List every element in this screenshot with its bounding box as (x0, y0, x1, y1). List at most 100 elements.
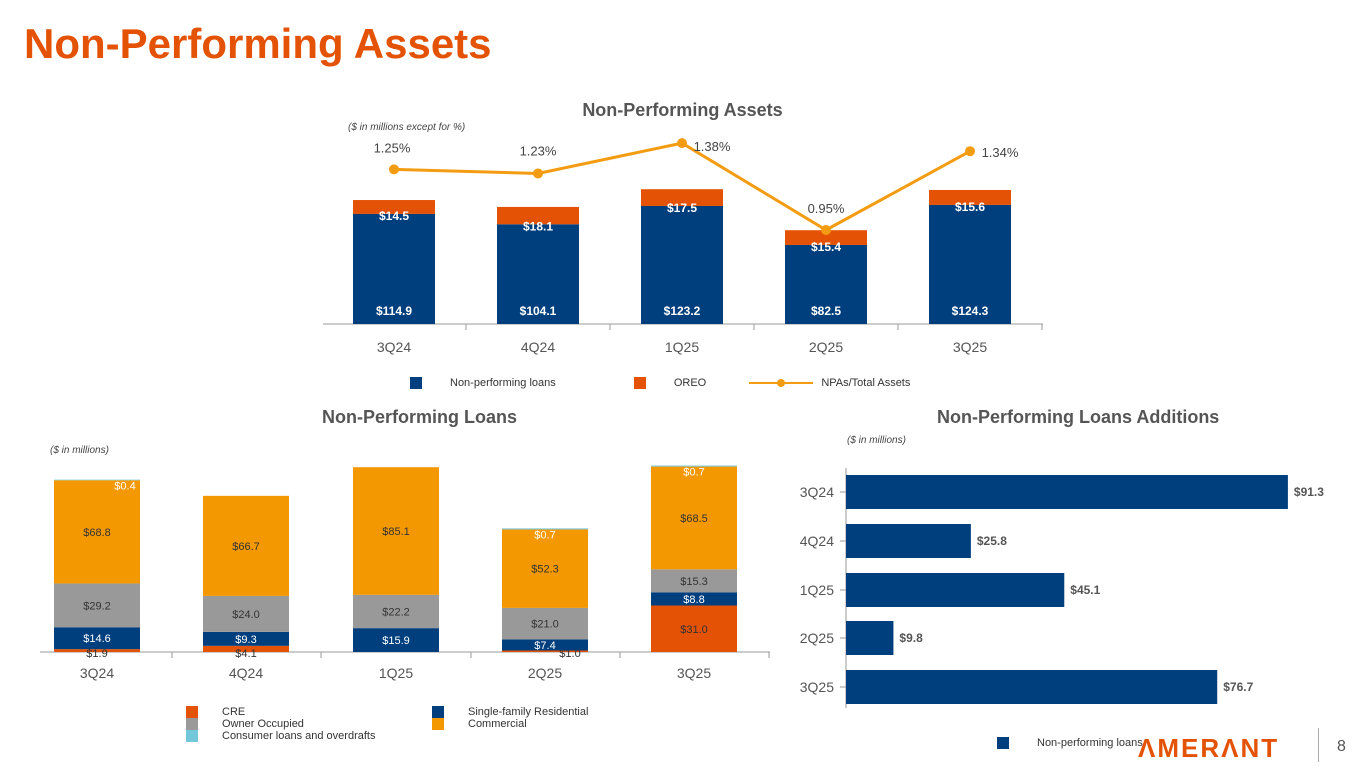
additions-legend: Non-performing loans (997, 737, 1143, 750)
additions-y-tick-label: 3Q25 (800, 679, 834, 695)
additions-data-label: $45.1 (1070, 583, 1100, 597)
npa-label-npl: $124.3 (952, 304, 989, 318)
npl-data-label: $24.0 (232, 609, 260, 621)
additions-y-tick-label: 2Q25 (800, 630, 834, 646)
additions-data-label: $91.3 (1294, 485, 1324, 499)
npa-label-oreo: $14.5 (379, 209, 409, 223)
npl-bar-owner-occupied (651, 569, 737, 593)
npa-label-oreo: $17.5 (667, 201, 697, 215)
additions-bar (846, 573, 1065, 607)
page-number: 8 (1337, 738, 1346, 755)
npa-note: ($ in millions except for %) (348, 122, 466, 133)
npa-ratio-point (821, 225, 831, 235)
legend-owner: Owner Occupied (222, 718, 304, 731)
npl-data-label: $66.7 (232, 541, 260, 553)
npl-bar-consumer-loans-and-overdrafts (54, 479, 140, 481)
additions-bar (846, 475, 1288, 509)
npl-bar-cre (54, 649, 140, 652)
npa-ratio-point (677, 138, 687, 149)
npl-data-label: $15.3 (680, 576, 708, 588)
npl-bar-single-family-residential (353, 628, 439, 652)
legend-commercial: Commercial (468, 718, 527, 731)
npa-ratio-point (965, 146, 975, 157)
npl-x-tick-label: 4Q24 (229, 665, 263, 681)
npl-data-label: $8.8 (683, 594, 704, 606)
npl-bar-commercial (502, 529, 588, 608)
legend-oreo: OREO (673, 377, 707, 389)
npl-data-label: $21.0 (531, 619, 559, 631)
npl-x-tick-label: 2Q25 (528, 665, 562, 681)
npl-bar-single-family-residential (203, 631, 289, 646)
npl-bar-cre (203, 645, 289, 652)
npl-data-label: $7.4 (534, 640, 555, 652)
npa-ratio-point (389, 164, 399, 175)
npa-bar-npl (641, 205, 723, 324)
npl-bar-consumer-loans-and-overdrafts (651, 465, 737, 467)
npl-bar-commercial (353, 467, 439, 595)
npl-data-label: $0.7 (683, 467, 704, 479)
additions-chart-title: Non-Performing Loans Additions (937, 407, 1220, 427)
npl-data-label: $22.2 (382, 607, 410, 619)
npl-data-label: $52.3 (531, 564, 559, 576)
additions-data-label: $76.7 (1223, 680, 1253, 694)
npl-x-tick-label: 3Q24 (80, 665, 114, 681)
npl-data-label: $31.0 (680, 624, 708, 636)
npl-data-label: $9.3 (235, 634, 256, 646)
npl-data-label: $0.4 (114, 481, 135, 493)
npl-data-label: $15.9 (382, 635, 410, 647)
npa-ratio-point (533, 168, 543, 179)
npl-bar-commercial (203, 495, 289, 596)
npl-bar-owner-occupied (502, 607, 588, 640)
npl-data-label: $14.6 (83, 633, 111, 645)
npl-data-label: $1.9 (86, 648, 107, 660)
legend-consumer: Consumer loans and overdrafts (222, 730, 376, 743)
legend-npa-ratio: NPAs/Total Assets (821, 377, 911, 389)
npl-data-label: $0.7 (534, 529, 555, 541)
npa-x-tick-label: 2Q25 (809, 339, 843, 355)
npa-bar-npl (785, 244, 867, 324)
npa-x-tick-label: 1Q25 (665, 339, 699, 355)
npl-data-label: $85.1 (382, 526, 410, 538)
npa-bar-npl (929, 204, 1011, 324)
npl-bar-cre (502, 650, 588, 652)
additions-note: ($ in millions) (847, 435, 906, 446)
npa-label-oreo: $15.4 (811, 240, 841, 254)
npl-data-label: $4.1 (235, 648, 256, 660)
npa-bar-oreo (353, 200, 435, 214)
npl-data-label: $68.5 (680, 513, 708, 525)
npa-bar-oreo (641, 189, 723, 206)
npa-x-tick-label: 3Q25 (953, 339, 987, 355)
page-title: Non-Performing Assets (24, 20, 492, 67)
legend-swatch-cre (186, 706, 198, 719)
legend-line-icon (749, 379, 814, 388)
additions-bar (846, 524, 971, 558)
additions-bar (846, 670, 1218, 704)
npa-ratio-label: 1.25% (374, 140, 411, 155)
npa-bar-oreo (785, 230, 867, 245)
npa-ratio-label: 1.38% (694, 139, 731, 154)
npl-bar-owner-occupied (54, 583, 140, 628)
npl-note: ($ in millions) (50, 445, 109, 456)
npl-bar-commercial (54, 480, 140, 584)
npl-bar-single-family-residential (502, 639, 588, 651)
npl-data-label: $29.2 (83, 600, 111, 612)
additions-data-label: $9.8 (899, 631, 923, 645)
legend-swatch-oreo (633, 377, 646, 390)
npa-ratio-label: 1.23% (520, 143, 557, 158)
legend-swatch-additions (997, 737, 1009, 750)
npl-bar-owner-occupied (353, 594, 439, 629)
npl-bar-consumer-loans-and-overdrafts (502, 528, 588, 530)
npa-bar-oreo (929, 189, 1011, 205)
npl-bar-cre (651, 605, 737, 652)
additions-y-tick-label: 1Q25 (800, 582, 834, 598)
npl-data-label: $68.8 (83, 527, 111, 539)
legend-sfr: Single-family Residential (468, 706, 589, 718)
npa-x-tick-label: 4Q24 (521, 339, 555, 355)
npa-bar-npl (497, 224, 579, 324)
npl-x-tick-label: 3Q25 (677, 665, 711, 681)
legend-cre: CRE (222, 706, 246, 718)
npl-legend: CRE Single-family Residential Owner Occup… (186, 706, 589, 743)
legend-additions: Non-performing loans (1037, 737, 1143, 749)
npa-x-tick-label: 3Q24 (377, 339, 411, 355)
